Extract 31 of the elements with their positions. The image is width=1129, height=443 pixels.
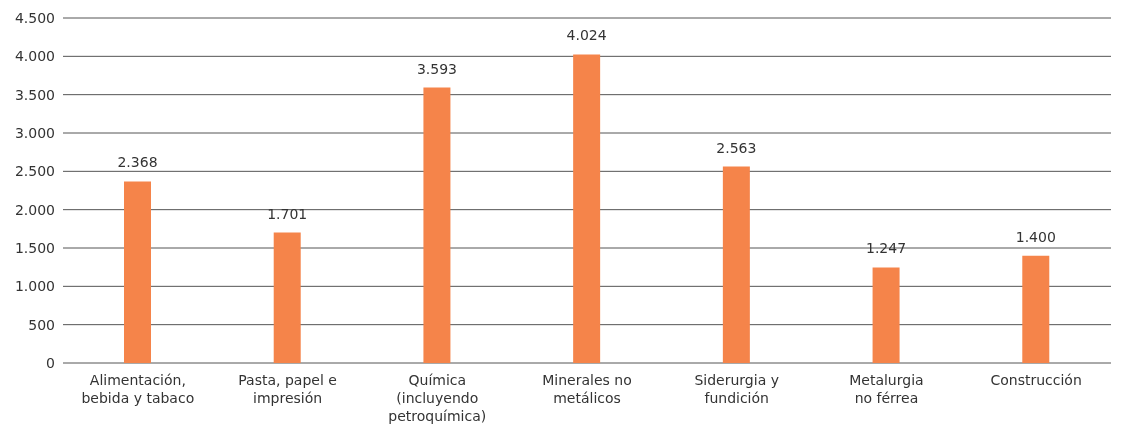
bar (573, 54, 601, 363)
bar (124, 181, 151, 363)
y-tick-label: 2.500 (14, 163, 55, 180)
x-tick-label: Minerales no metálicos (542, 372, 632, 406)
data-label: 4.024 (566, 27, 607, 44)
data-label: 2.563 (716, 139, 757, 156)
data-label: 2.368 (117, 154, 158, 171)
y-tick-label: 500 (28, 316, 55, 333)
y-tick-label: 1.000 (14, 278, 55, 295)
x-tick-label: Metalurgia no férrea (849, 372, 924, 406)
x-tick-label: Siderurgia y fundición (694, 372, 779, 406)
x-tick-label: Pasta, papel e impresión (238, 372, 337, 406)
y-tick-label: 3.500 (14, 86, 55, 103)
y-tick-label: 2.000 (14, 201, 55, 218)
y-tick-label: 4.000 (14, 48, 55, 65)
data-label: 1.701 (267, 205, 308, 222)
data-label: 1.400 (1015, 228, 1056, 245)
bar (722, 166, 750, 363)
data-label: 1.247 (866, 240, 907, 257)
y-tick-label: 0 (46, 354, 55, 371)
data-label: 3.593 (416, 60, 457, 77)
y-tick-label: 3.000 (14, 124, 55, 141)
x-tick-label: Química (incluyendo petroquímica) (388, 372, 487, 424)
x-tick-label: Construcción (990, 372, 1082, 388)
y-tick-label: 1.500 (14, 239, 55, 256)
bar (273, 232, 301, 363)
x-tick-label: Alimentación, bebida y tabaco (81, 372, 195, 406)
bar (1022, 255, 1050, 363)
y-tick-label: 4.500 (14, 9, 55, 26)
bar (872, 267, 900, 363)
bar (423, 87, 451, 363)
